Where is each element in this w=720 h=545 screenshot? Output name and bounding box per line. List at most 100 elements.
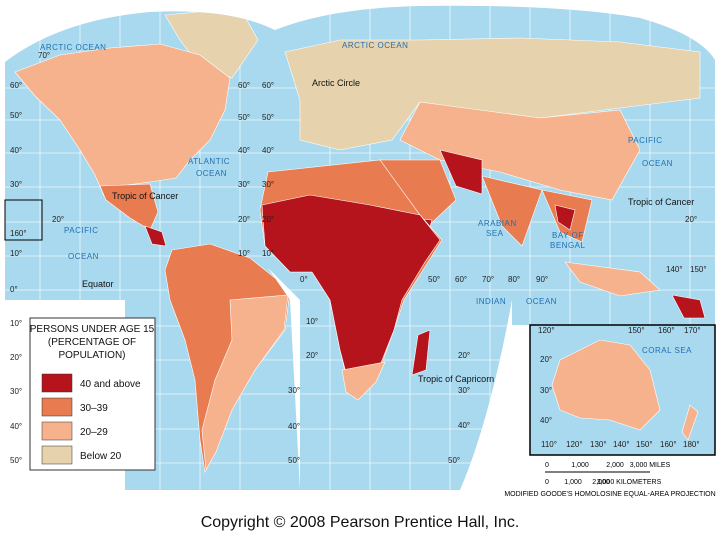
degree-label: 50°: [448, 456, 460, 465]
place-label: SEA: [486, 229, 504, 238]
australia: [551, 339, 661, 431]
labels: 70° 60° 50° 40° 30° 20° 160° 10° 0° 10° 20° 30° 40° 5…: [10, 41, 707, 465]
scale-miles: 0: [545, 462, 549, 469]
scale-miles: 1,000: [571, 462, 589, 469]
degree-label: 20°: [540, 355, 552, 364]
place-label: OCEAN: [642, 159, 673, 168]
madagascar: [411, 329, 431, 376]
degree-label: 40°: [540, 416, 552, 425]
degree-label: 40°: [10, 422, 22, 431]
degree-label: 40°: [458, 421, 470, 430]
place-label: BENGAL: [550, 241, 586, 250]
degree-label: 10°: [262, 249, 274, 258]
legend-swatch: [41, 373, 73, 393]
legend-box: [29, 317, 156, 471]
scale-km: 2,000: [592, 479, 610, 486]
degree-label: 120°: [538, 326, 555, 335]
degree-label: 30°: [540, 386, 552, 395]
legend-title: (PERCENTAGE OF: [48, 337, 136, 348]
degree-label: 30°: [10, 387, 22, 396]
degree-label: 170°: [684, 326, 701, 335]
degree-label: 60°: [238, 81, 250, 90]
place-label: OCEAN: [196, 169, 227, 178]
place-label: Tropic of Cancer: [628, 197, 694, 207]
legend-label: Below 20: [80, 451, 122, 462]
legend-swatch: [41, 445, 73, 465]
place-label: INDIAN: [476, 297, 506, 306]
degree-label: 90°: [536, 275, 548, 284]
place-label: ARCTIC OCEAN: [40, 43, 106, 52]
place-label: Tropic of Capricorn: [418, 374, 494, 384]
central-africa: [261, 194, 441, 389]
place-label: OCEAN: [68, 252, 99, 261]
place-label: ARCTIC OCEAN: [342, 41, 408, 50]
central-america: [144, 225, 167, 247]
legend-swatch: [41, 421, 73, 441]
legend-swatch: [41, 397, 73, 417]
degree-label: 160°: [658, 326, 675, 335]
legend-title: POPULATION): [58, 350, 125, 361]
degree-label: 40°: [238, 146, 250, 155]
degree-label: 50°: [238, 113, 250, 122]
scale-km: 1,000: [564, 479, 582, 486]
legend-label: 40 and above: [80, 379, 141, 390]
australia-inset: [529, 324, 716, 456]
degree-label: 180°: [683, 440, 700, 449]
europe-russia: [284, 37, 701, 151]
indonesia: [564, 261, 661, 297]
place-label: ARABIAN: [478, 219, 517, 228]
degree-label: 0°: [300, 275, 308, 284]
degree-label: 50°: [10, 111, 22, 120]
degree-label: 10°: [10, 249, 22, 258]
place-label: ATLANTIC: [188, 157, 230, 166]
degree-label: 20°: [10, 353, 22, 362]
scale-miles: 3,000 MILES: [630, 462, 671, 469]
degree-label: 40°: [288, 422, 300, 431]
place-label: Tropic of Cancer: [112, 191, 178, 201]
degree-label: 160°: [10, 229, 27, 238]
degree-label: 30°: [262, 180, 274, 189]
degree-label: 150°: [690, 265, 707, 274]
degree-label: 50°: [262, 113, 274, 122]
degree-label: 60°: [10, 81, 22, 90]
degree-label: 130°: [590, 440, 607, 449]
degree-label: 20°: [685, 215, 697, 224]
legend: PERSONS UNDER AGE 15 (PERCENTAGE OF POPULA…: [29, 317, 156, 471]
degree-label: 10°: [306, 317, 318, 326]
place-label: PACIFIC: [628, 136, 662, 145]
southern-africa: [341, 361, 386, 401]
place-label: PACIFIC: [64, 226, 98, 235]
scale-km: 0: [545, 479, 549, 486]
degree-label: 10°: [238, 249, 250, 258]
degree-label: 30°: [10, 180, 22, 189]
scale-km: 3,000 KILOMETERS: [597, 479, 662, 486]
place-label: Equator: [82, 279, 114, 289]
south-asia: [481, 175, 543, 247]
asia: [399, 101, 641, 201]
place-label: BAY OF: [552, 231, 584, 240]
degree-label: 150°: [628, 326, 645, 335]
place-label: OCEAN: [526, 297, 557, 306]
degree-label: 30°: [458, 386, 470, 395]
laos: [554, 204, 576, 231]
south-america-south: [201, 294, 289, 471]
copyright: Copyright © 2008 Pearson Prentice Hall, …: [201, 514, 520, 531]
degree-label: 140°: [666, 265, 683, 274]
degree-label: 50°: [10, 456, 22, 465]
legend-label: 20–29: [80, 427, 108, 438]
degree-label: 150°: [636, 440, 653, 449]
degree-label: 110°: [541, 440, 557, 449]
scale-miles: 2,000: [606, 462, 624, 469]
degree-label: 50°: [428, 275, 440, 284]
papua-new-guinea: [671, 294, 706, 319]
degree-label: 60°: [455, 275, 467, 284]
degree-label: 140°: [613, 440, 630, 449]
degree-label: 0°: [10, 285, 18, 294]
legend-title: PERSONS UNDER AGE 15: [30, 324, 155, 335]
degree-label: 80°: [508, 275, 520, 284]
degree-label: 40°: [262, 146, 274, 155]
hawaii-inset: [4, 199, 43, 241]
north-america: [14, 43, 231, 197]
